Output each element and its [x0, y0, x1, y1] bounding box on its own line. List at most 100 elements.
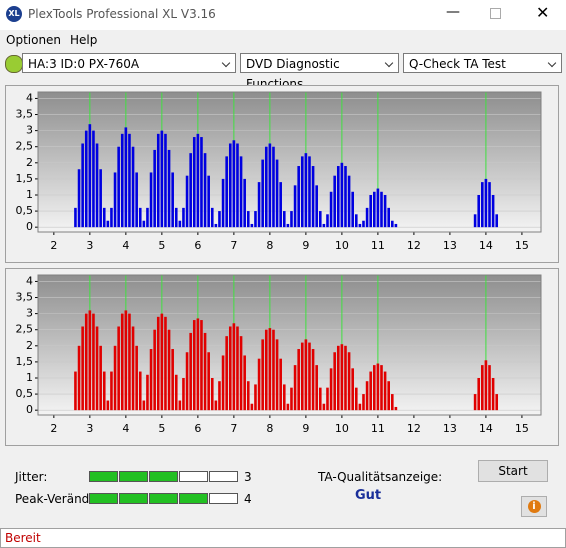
bar: [275, 159, 279, 228]
bar: [243, 355, 246, 411]
x-tick-label: 8: [266, 422, 273, 435]
bar: [261, 339, 264, 411]
bar: [128, 133, 131, 228]
bar: [102, 371, 106, 411]
drive-select[interactable]: HA:3 ID:0 PX-760A: [22, 53, 236, 73]
bar: [232, 323, 236, 411]
bar: [250, 223, 254, 228]
y-tick-label: 2: [26, 156, 33, 169]
bar: [196, 133, 200, 228]
x-tick-label: 14: [479, 422, 493, 435]
bar: [207, 175, 210, 228]
rating-value: 3: [244, 470, 252, 484]
x-tick-label: 15: [515, 239, 529, 252]
x-tick-label: 7: [230, 239, 237, 252]
bar: [477, 194, 481, 228]
y-tick-label: 2: [26, 339, 33, 352]
bar: [484, 178, 488, 228]
y-tick-label: 1: [26, 371, 33, 384]
bar: [232, 140, 236, 228]
bar: [225, 336, 228, 411]
bar: [228, 143, 232, 228]
bar: [239, 336, 243, 411]
bar: [376, 363, 380, 411]
bar: [203, 153, 207, 228]
bar: [333, 352, 336, 411]
bar: [336, 345, 340, 411]
bar: [318, 211, 322, 228]
bar: [88, 124, 92, 228]
bar: [491, 194, 495, 228]
bar: [81, 326, 84, 411]
bar: [207, 352, 210, 411]
menu-item[interactable]: Help: [70, 33, 98, 47]
bar: [477, 377, 481, 411]
bar: [131, 146, 135, 228]
bar: [268, 328, 272, 411]
bar: [326, 387, 329, 411]
bar: [358, 403, 362, 411]
bar: [344, 345, 347, 411]
start-button[interactable]: Start: [478, 460, 548, 482]
bar: [174, 374, 178, 411]
bar: [106, 400, 110, 411]
bar: [340, 344, 344, 411]
bar: [142, 400, 146, 411]
info-button[interactable]: i: [521, 496, 547, 517]
bar: [203, 332, 207, 411]
menu-item[interactable]: Optionen: [6, 33, 62, 47]
bar: [488, 182, 491, 228]
x-tick-label: 8: [266, 239, 273, 252]
y-tick-label: 0: [26, 220, 33, 233]
bar: [254, 211, 257, 228]
bar: [99, 169, 102, 228]
bar: [272, 329, 275, 411]
x-tick-label: 9: [302, 239, 309, 252]
bar: [394, 223, 398, 228]
bar: [110, 371, 113, 411]
bar: [95, 143, 99, 228]
x-tick-label: 14: [479, 239, 493, 252]
y-tick-label: 1,5: [16, 355, 34, 368]
bar: [369, 371, 372, 411]
bar: [376, 188, 380, 228]
x-tick-label: 5: [158, 239, 165, 252]
minimize[interactable]: —: [446, 4, 460, 20]
test-select[interactable]: Q-Check TA Test: [403, 53, 562, 73]
bar: [99, 345, 102, 411]
bar: [279, 358, 282, 411]
bar: [160, 313, 164, 411]
bar: [210, 207, 214, 228]
bar: [365, 207, 369, 228]
maximize[interactable]: [490, 8, 501, 19]
bar: [257, 182, 261, 228]
y-tick-label: 2,5: [16, 140, 34, 153]
close[interactable]: ✕: [536, 3, 550, 22]
function-select[interactable]: DVD Diagnostic Functions: [240, 53, 399, 91]
bar: [347, 352, 351, 411]
x-tick-label: 3: [86, 422, 93, 435]
bar: [308, 342, 311, 411]
bar: [380, 365, 383, 411]
x-tick-label: 15: [515, 422, 529, 435]
bar: [261, 159, 264, 228]
bar: [322, 223, 326, 228]
bar: [131, 326, 135, 411]
bar: [282, 211, 286, 228]
bar: [239, 156, 243, 228]
bar: [102, 207, 106, 228]
bar: [189, 153, 192, 228]
x-tick-label: 10: [335, 239, 349, 252]
y-tick-label: 0,5: [16, 204, 34, 217]
bar: [318, 387, 322, 411]
bar: [142, 220, 146, 228]
bar: [351, 191, 354, 228]
bar: [149, 172, 153, 228]
y-tick-label: 4: [26, 274, 33, 287]
bar: [481, 182, 484, 228]
chart-panel: 0 0,5 1 1,5 2 2,5 3 3,5 4 2 3 4 5 6 7 8 9 10 11 12 13 14 15: [5, 268, 559, 446]
bar: [495, 214, 499, 228]
bar: [167, 329, 171, 411]
bar: [120, 133, 124, 228]
bar: [369, 194, 372, 228]
